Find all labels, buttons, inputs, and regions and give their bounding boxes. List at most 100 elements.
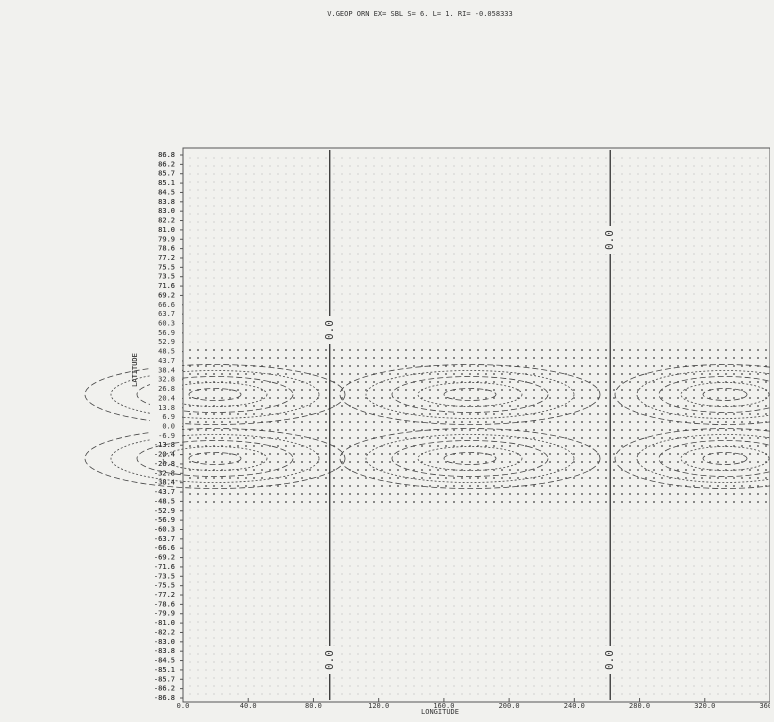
grid-dot bbox=[445, 261, 446, 262]
grid-dot bbox=[405, 333, 406, 334]
grid-dot bbox=[213, 157, 214, 158]
grid-dot bbox=[597, 501, 599, 503]
grid-dot bbox=[365, 509, 366, 510]
grid-dot bbox=[397, 525, 398, 526]
grid-dot bbox=[349, 653, 350, 654]
grid-dot bbox=[485, 685, 486, 686]
grid-dot bbox=[613, 589, 614, 590]
grid-dot bbox=[693, 373, 695, 375]
grid-dot bbox=[373, 661, 374, 662]
grid-dot bbox=[413, 389, 415, 391]
grid-dot bbox=[549, 317, 550, 318]
grid-dot bbox=[301, 597, 302, 598]
grid-dot bbox=[421, 269, 422, 270]
grid-dot bbox=[501, 173, 502, 174]
grid-dot bbox=[389, 397, 391, 399]
grid-dot bbox=[221, 213, 222, 214]
grid-dot bbox=[437, 325, 438, 326]
grid-dot bbox=[245, 605, 246, 606]
grid-dot bbox=[253, 661, 254, 662]
grid-dot bbox=[765, 669, 766, 670]
grid-dot bbox=[573, 333, 574, 334]
grid-dot bbox=[237, 605, 238, 606]
grid-dot bbox=[589, 309, 590, 310]
grid-dot bbox=[717, 525, 718, 526]
grid-dot bbox=[205, 493, 207, 495]
grid-dot bbox=[573, 413, 575, 415]
grid-dot bbox=[637, 637, 638, 638]
grid-dot bbox=[629, 597, 630, 598]
grid-dot bbox=[549, 573, 550, 574]
grid-dot bbox=[205, 629, 206, 630]
grid-dot bbox=[381, 637, 382, 638]
grid-dot bbox=[725, 333, 726, 334]
grid-dot bbox=[221, 253, 222, 254]
grid-dot bbox=[509, 549, 510, 550]
grid-dot bbox=[229, 461, 231, 463]
grid-dot bbox=[637, 517, 638, 518]
grid-dot bbox=[605, 197, 606, 198]
grid-dot bbox=[669, 421, 671, 423]
grid-dot bbox=[285, 373, 287, 375]
grid-dot bbox=[205, 341, 206, 342]
grid-dot bbox=[285, 525, 286, 526]
grid-dot bbox=[189, 437, 191, 439]
grid-dot bbox=[493, 445, 495, 447]
grid-dot bbox=[709, 301, 710, 302]
grid-dot bbox=[661, 165, 662, 166]
grid-dot bbox=[229, 685, 230, 686]
grid-dot bbox=[293, 277, 294, 278]
grid-dot bbox=[453, 565, 454, 566]
grid-dot bbox=[421, 637, 422, 638]
grid-dot bbox=[485, 221, 486, 222]
grid-dot bbox=[221, 293, 222, 294]
grid-dot bbox=[373, 229, 374, 230]
grid-dot bbox=[717, 437, 719, 439]
grid-dot bbox=[373, 181, 374, 182]
grid-dot bbox=[653, 197, 654, 198]
grid-dot bbox=[669, 261, 670, 262]
grid-dot bbox=[293, 589, 294, 590]
grid-dot bbox=[189, 477, 191, 479]
grid-dot bbox=[245, 517, 246, 518]
grid-dot bbox=[693, 269, 694, 270]
grid-dot bbox=[357, 341, 358, 342]
grid-dot bbox=[661, 581, 662, 582]
grid-dot bbox=[333, 421, 335, 423]
grid-dot bbox=[709, 517, 710, 518]
grid-dot bbox=[381, 245, 382, 246]
grid-dot bbox=[581, 197, 582, 198]
grid-dot bbox=[301, 397, 303, 399]
grid-dot bbox=[557, 341, 558, 342]
grid-dot bbox=[717, 357, 719, 359]
grid-dot bbox=[277, 605, 278, 606]
grid-dot bbox=[333, 229, 334, 230]
grid-dot bbox=[189, 253, 190, 254]
grid-dot bbox=[725, 509, 726, 510]
grid-dot bbox=[237, 629, 238, 630]
grid-dot bbox=[661, 445, 663, 447]
grid-dot bbox=[373, 245, 374, 246]
grid-dot bbox=[597, 405, 599, 407]
grid-dot bbox=[349, 293, 350, 294]
grid-dot bbox=[509, 229, 510, 230]
grid-dot bbox=[693, 349, 695, 351]
grid-dot bbox=[189, 597, 190, 598]
grid-dot bbox=[389, 525, 390, 526]
grid-dot bbox=[533, 485, 535, 487]
grid-dot bbox=[413, 597, 414, 598]
grid-dot bbox=[341, 637, 342, 638]
grid-dot bbox=[493, 637, 494, 638]
grid-dot bbox=[453, 493, 455, 495]
grid-dot bbox=[501, 229, 502, 230]
grid-dot bbox=[413, 341, 414, 342]
grid-dot bbox=[413, 429, 415, 431]
grid-dot bbox=[205, 541, 206, 542]
grid-dot bbox=[341, 221, 342, 222]
grid-dot bbox=[629, 365, 631, 367]
grid-dot bbox=[205, 645, 206, 646]
grid-dot bbox=[365, 341, 366, 342]
grid-dot bbox=[445, 653, 446, 654]
grid-dot bbox=[253, 333, 254, 334]
grid-dot bbox=[429, 485, 431, 487]
